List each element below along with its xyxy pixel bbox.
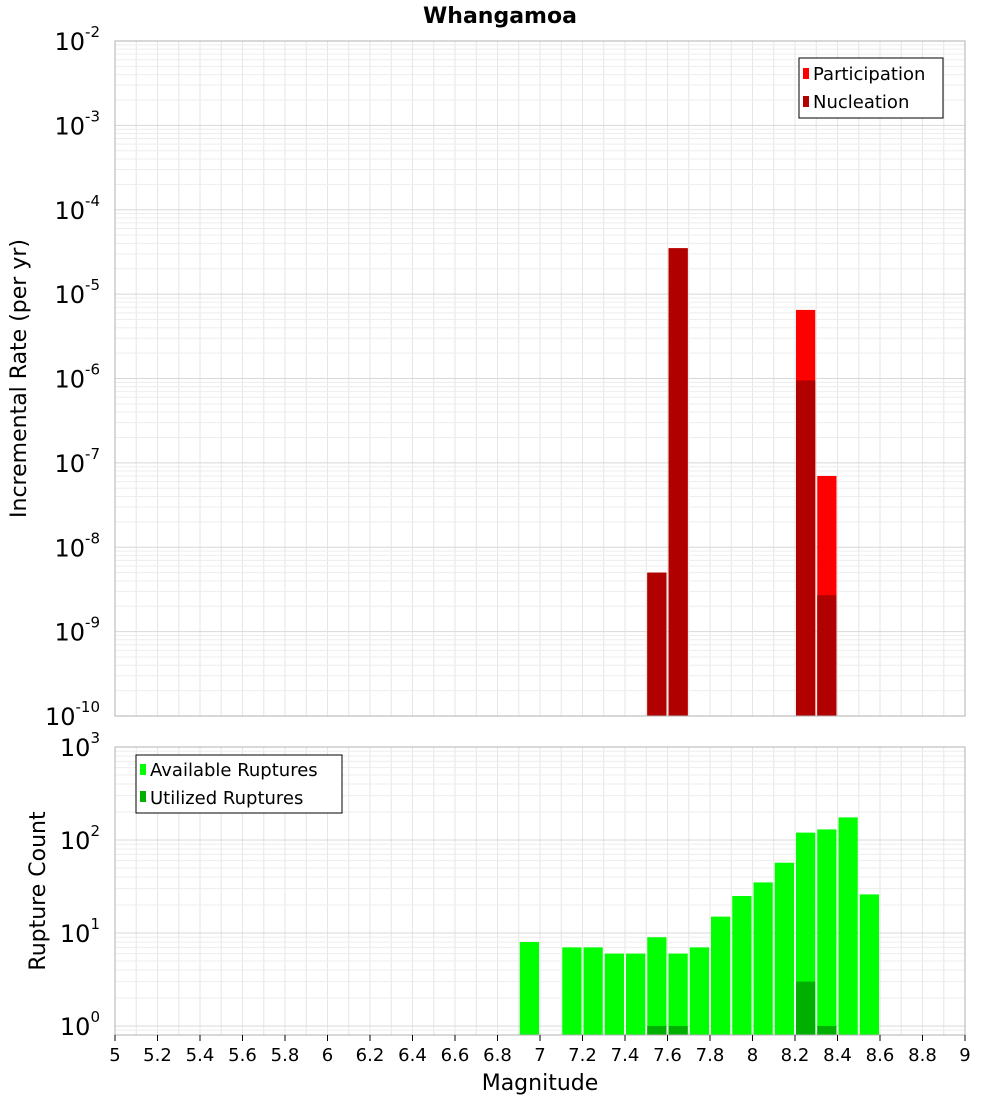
rate-legend-box [798, 57, 944, 119]
utilized-bar [796, 981, 816, 1035]
x-tick-label: 7.8 [696, 1045, 725, 1066]
x-tick-label: 6 [322, 1045, 333, 1066]
utilized-bar [817, 1025, 837, 1035]
available-bar [732, 895, 752, 1035]
nucleation-bar [668, 248, 688, 717]
x-tick-label: 5.8 [271, 1045, 300, 1066]
available-bar [753, 882, 773, 1035]
chart-title: Whangamoa [423, 4, 577, 29]
nucleation-legend-swatch [803, 96, 809, 107]
available-bar [626, 953, 646, 1035]
count-y-axis-label: Rupture Count [26, 811, 51, 971]
available-bar [668, 953, 688, 1035]
available-legend-label: Available Ruptures [150, 760, 318, 781]
rate-bars [647, 248, 837, 717]
utilized-bar [668, 1025, 688, 1035]
rate-y-ticks: 10-2 10-3 10-4 10-5 10-6 10-7 10-8 10-9 10-10 [45, 23, 100, 731]
x-tick-label: 7.6 [653, 1045, 682, 1066]
nucleation-bar [796, 380, 816, 716]
available-bar [774, 862, 794, 1035]
nucleation-bar [817, 595, 837, 716]
x-tick-label: 9 [959, 1045, 970, 1066]
available-bar [859, 894, 879, 1035]
x-axis-ticks: 5 5.2 5.4 5.6 5.8 6 6.2 6.4 6.6 6.8 7 7.2 7.4 7.6 7.8 8… [109, 1035, 971, 1066]
available-bar [647, 937, 667, 1035]
available-bar [711, 916, 731, 1035]
count-y-tick-label: 100 [60, 1008, 100, 1041]
utilized-legend-swatch [140, 791, 146, 802]
rate-y-tick-label: 10-10 [45, 698, 100, 731]
x-tick-label: 8.4 [823, 1045, 852, 1066]
x-tick-label: 5.4 [186, 1045, 215, 1066]
x-tick-label: 6.2 [356, 1045, 385, 1066]
rate-y-tick-label: 10-8 [54, 529, 100, 562]
x-tick-label: 5.2 [143, 1045, 172, 1066]
rate-y-tick-label: 10-2 [54, 23, 100, 56]
rate-plot-frame [114, 40, 966, 717]
rate-y-tick-label: 10-4 [54, 192, 100, 225]
x-tick-label: 8.8 [908, 1045, 937, 1066]
x-tick-label: 8.6 [866, 1045, 895, 1066]
x-tick-label: 5 [109, 1045, 120, 1066]
available-bar [604, 953, 624, 1035]
utilized-legend-label: Utilized Ruptures [150, 788, 303, 809]
available-bar [689, 947, 709, 1035]
available-bar [838, 817, 858, 1035]
count-legend-box [135, 754, 343, 814]
participation-legend-label: Participation [813, 64, 925, 85]
rate-grid [114, 40, 966, 717]
rate-y-tick-label: 10-6 [54, 361, 100, 394]
rate-y-tick-label: 10-9 [54, 614, 100, 647]
count-bars [519, 817, 879, 1035]
x-axis-label: Magnitude [482, 1071, 599, 1096]
rate-legend: Participation Nucleation [798, 57, 944, 119]
x-tick-label: 6.8 [483, 1045, 512, 1066]
rate-y-tick-label: 10-5 [54, 276, 100, 309]
available-bar [562, 947, 582, 1035]
count-panel: 103 102 101 100 Rupture Count Available Rup… [26, 729, 966, 1041]
x-tick-label: 8.2 [781, 1045, 810, 1066]
participation-legend-swatch [803, 68, 809, 79]
rate-y-axis-label: Incremental Rate (per yr) [7, 239, 32, 518]
count-y-tick-label: 101 [60, 915, 100, 948]
x-tick-label: 7.2 [568, 1045, 597, 1066]
x-tick-label: 8 [747, 1045, 758, 1066]
utilized-bar [647, 1025, 667, 1035]
x-tick-label: 6.4 [398, 1045, 427, 1066]
rate-panel: 10-2 10-3 10-4 10-5 10-6 10-7 10-8 10-9 10-10 In… [7, 23, 966, 731]
rate-y-tick-label: 10-7 [54, 445, 100, 478]
x-tick-label: 7 [534, 1045, 545, 1066]
available-bar [583, 947, 603, 1035]
x-tick-label: 5.6 [228, 1045, 257, 1066]
rate-y-tick-label: 10-3 [54, 107, 100, 140]
available-bar [519, 942, 539, 1035]
nucleation-bar [647, 572, 667, 716]
available-bar [817, 829, 837, 1035]
count-legend: Available Ruptures Utilized Ruptures [135, 754, 343, 814]
x-tick-label: 7.4 [611, 1045, 640, 1066]
count-y-ticks: 103 102 101 100 [60, 729, 100, 1041]
available-legend-swatch [140, 764, 146, 775]
count-y-tick-label: 103 [60, 729, 100, 762]
x-tick-label: 6.6 [441, 1045, 470, 1066]
nucleation-legend-label: Nucleation [813, 92, 909, 113]
count-y-tick-label: 102 [60, 822, 100, 855]
